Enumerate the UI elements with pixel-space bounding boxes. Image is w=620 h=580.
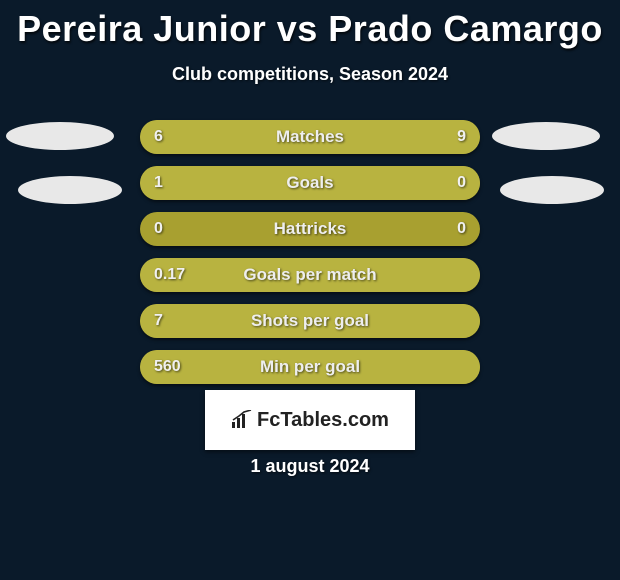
comparison-bars: 69Matches 10Goals 00Hattricks 0.17Goals per… [140, 120, 480, 396]
avatar-placeholder [500, 176, 604, 204]
stat-bar: 0.17Goals per match [140, 258, 480, 292]
avatar-placeholder [492, 122, 600, 150]
stat-bar: 7Shots per goal [140, 304, 480, 338]
stat-label: Hattricks [140, 212, 480, 246]
stat-bar: 00Hattricks [140, 212, 480, 246]
stat-bar: 10Goals [140, 166, 480, 200]
logo-box: FcTables.com [205, 390, 415, 450]
stat-label: Goals per match [140, 258, 480, 292]
stat-label: Matches [140, 120, 480, 154]
chart-icon [231, 410, 253, 430]
avatar-placeholder [6, 122, 114, 150]
stat-label: Shots per goal [140, 304, 480, 338]
stat-label: Min per goal [140, 350, 480, 384]
stat-bar: 69Matches [140, 120, 480, 154]
subtitle: Club competitions, Season 2024 [0, 64, 620, 85]
logo: FcTables.com [231, 409, 389, 432]
stat-label: Goals [140, 166, 480, 200]
stat-bar: 560Min per goal [140, 350, 480, 384]
avatar-placeholder [18, 176, 122, 204]
date-label: 1 august 2024 [0, 456, 620, 477]
page-title: Pereira Junior vs Prado Camargo [0, 0, 620, 50]
logo-text: FcTables.com [257, 409, 389, 432]
